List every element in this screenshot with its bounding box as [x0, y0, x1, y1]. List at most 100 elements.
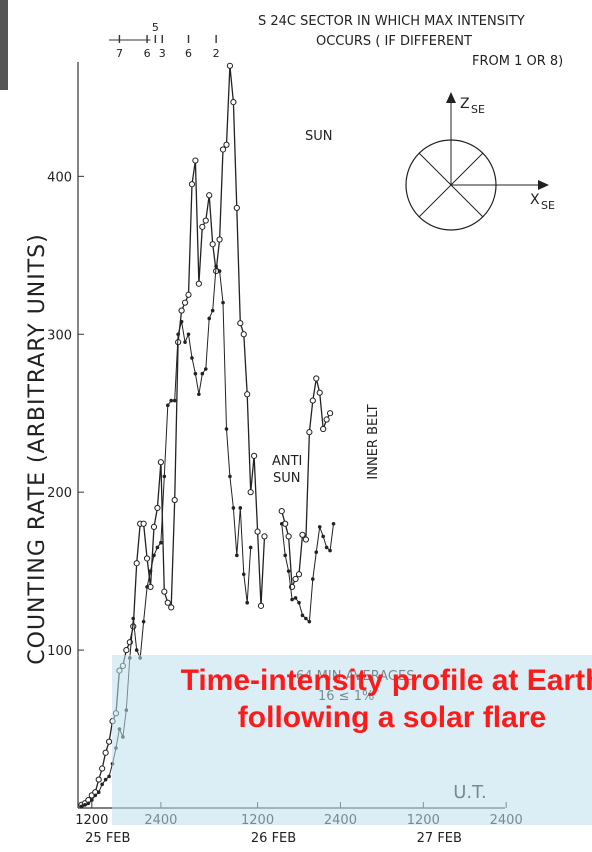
data-point — [206, 192, 213, 199]
data-point — [279, 521, 284, 526]
data-point — [186, 332, 191, 337]
data-point — [293, 596, 298, 600]
data-point — [297, 600, 301, 605]
sector-label: 3 — [159, 47, 166, 60]
data-point — [143, 555, 151, 562]
caption-text: Time-intensity profile at Earth followin… — [180, 664, 592, 734]
data-point — [183, 340, 187, 344]
data-point — [107, 774, 111, 779]
data-point — [155, 545, 160, 550]
data-point — [302, 536, 310, 543]
image-edge — [0, 0, 8, 90]
data-point — [292, 575, 299, 583]
data-point — [323, 416, 330, 423]
data-point — [286, 569, 291, 573]
x-arrowhead — [538, 180, 549, 190]
data-point — [278, 508, 285, 515]
data-point — [202, 217, 209, 224]
data-point — [203, 367, 208, 371]
data-point — [290, 597, 294, 602]
sector-label: 6 — [144, 47, 151, 60]
data-point — [311, 577, 315, 581]
data-point — [221, 300, 225, 305]
anti-sun-label: ANTI — [272, 454, 302, 469]
data-point — [93, 793, 98, 798]
data-point — [228, 474, 232, 479]
data-point — [300, 613, 305, 618]
data-point — [181, 299, 189, 306]
data-point — [185, 291, 192, 298]
data-point — [172, 398, 177, 403]
sector-label: 7 — [116, 47, 123, 60]
data-point — [168, 604, 175, 611]
data-point — [178, 307, 185, 314]
data-point — [240, 331, 247, 338]
series-sun — [78, 62, 334, 808]
data-point — [86, 801, 91, 806]
data-point — [193, 371, 198, 376]
series-line — [281, 523, 334, 623]
data-point — [90, 798, 94, 802]
header-line: S 24C SECTOR IN WHICH MAX INTENSITY — [258, 14, 525, 29]
series-line — [81, 65, 266, 806]
data-point — [235, 553, 239, 558]
data-point — [103, 777, 108, 782]
data-point — [209, 241, 216, 248]
z-axis-sub: SE — [471, 103, 485, 116]
data-point — [316, 389, 323, 396]
y-tick-label: 400 — [47, 170, 72, 185]
data-point — [238, 506, 243, 510]
x-tick-label: 1200 — [75, 813, 108, 828]
x-date-label: 25 FEB — [85, 831, 130, 846]
data-point — [306, 429, 313, 436]
data-point — [320, 425, 327, 433]
sector-header: S 24C SECTOR IN WHICH MAX INTENSITY OCCUR… — [109, 14, 563, 69]
data-point — [133, 560, 140, 567]
data-point — [317, 525, 322, 529]
data-point — [224, 427, 229, 431]
data-point — [217, 269, 222, 273]
data-point — [96, 790, 101, 795]
data-point — [237, 320, 244, 327]
data-point — [154, 504, 161, 512]
y-tick-label: 300 — [47, 328, 72, 343]
y-tick-label: 200 — [47, 486, 72, 501]
data-point — [226, 62, 234, 69]
series-line — [81, 264, 252, 807]
data-point — [216, 236, 223, 243]
data-point — [231, 506, 236, 510]
sector-label: 2 — [213, 47, 220, 60]
sector-divider — [418, 152, 484, 218]
data-point — [152, 553, 156, 558]
data-point — [328, 548, 332, 553]
data-point — [321, 534, 325, 539]
header-line: FROM 1 OR 8) — [472, 54, 563, 69]
x-axis-label-diagram: X — [530, 192, 540, 208]
data-point — [195, 280, 202, 287]
data-point — [131, 616, 136, 621]
data-point — [102, 749, 109, 756]
data-point — [188, 181, 196, 188]
data-point — [261, 533, 268, 540]
data-point — [100, 782, 104, 787]
data-point — [219, 146, 227, 153]
data-point — [214, 264, 218, 269]
data-point — [199, 223, 206, 230]
data-point — [105, 738, 113, 745]
inner-belt-label: INNER BELT — [366, 404, 381, 479]
data-point — [207, 316, 212, 321]
data-point — [179, 319, 184, 324]
data-point — [233, 204, 240, 212]
data-point — [165, 403, 170, 408]
data-point — [326, 410, 334, 417]
data-point — [283, 553, 287, 558]
data-point — [244, 391, 251, 398]
data-point — [299, 531, 306, 538]
z-axis-label: Z — [460, 96, 470, 112]
data-point — [309, 397, 316, 404]
data-point — [304, 616, 308, 621]
data-point — [134, 648, 139, 652]
data-point — [200, 371, 205, 376]
data-point — [83, 803, 87, 807]
data-point — [164, 599, 171, 606]
